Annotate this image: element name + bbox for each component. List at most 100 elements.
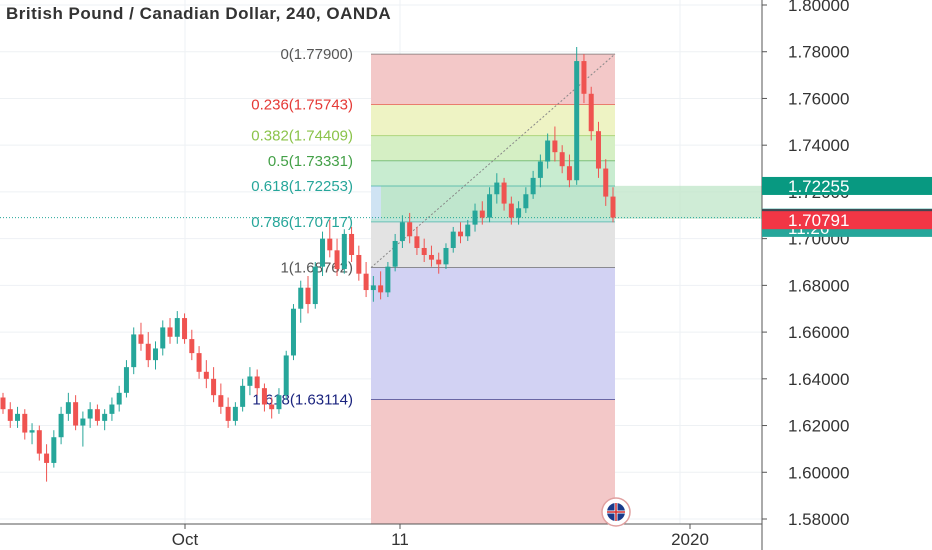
- candle-body: [269, 404, 275, 410]
- candle-body: [109, 404, 115, 414]
- candle-body: [421, 247, 427, 255]
- fib-level-label: 0.618(1.72253): [251, 178, 353, 195]
- candle-body: [73, 402, 79, 426]
- candle-body: [363, 273, 369, 291]
- candle-body: [530, 177, 536, 195]
- candle-body: [58, 413, 64, 438]
- price-tick-label: 1.80000: [788, 0, 849, 15]
- candle-body: [327, 238, 333, 251]
- candle-body: [65, 402, 71, 414]
- candle-body: [167, 327, 173, 337]
- candle-body: [102, 413, 108, 421]
- fib-level-label: 0(1.77900): [280, 46, 353, 63]
- candle-body: [232, 406, 238, 421]
- candle-body: [305, 287, 311, 305]
- candle-body: [196, 353, 202, 372]
- candle-body: [174, 318, 180, 337]
- candle-body: [203, 371, 209, 379]
- candle-body: [443, 247, 449, 265]
- candle-body: [559, 152, 565, 167]
- candle-body: [545, 140, 551, 162]
- candle-body: [399, 222, 405, 241]
- candle-body: [29, 430, 35, 433]
- candle-body: [218, 395, 224, 407]
- candle-body: [494, 182, 500, 195]
- candle-body: [153, 348, 158, 361]
- price-tick-label: 1.62000: [788, 417, 849, 436]
- candle-body: [603, 168, 609, 197]
- candle-body: [552, 140, 558, 153]
- candle-body: [610, 196, 616, 218]
- candle-body: [283, 355, 289, 396]
- candle-body: [574, 61, 580, 181]
- flag-icon: [601, 497, 631, 527]
- candle-body: [123, 367, 129, 393]
- candles: [0, 47, 616, 482]
- fib-level-label: 0.786(1.70717): [251, 214, 353, 231]
- candle-body: [189, 339, 195, 354]
- candle-body: [385, 266, 391, 293]
- price-tick-label: 1.58000: [788, 510, 849, 529]
- candle-body: [370, 285, 376, 291]
- candle-body: [472, 210, 478, 225]
- candle-body: [298, 287, 304, 309]
- candle-body: [487, 194, 493, 218]
- candle-body: [334, 250, 340, 270]
- candle-body: [356, 254, 362, 274]
- price-axis[interactable]: 1.800001.780001.760001.740001.720001.700…: [761, 0, 932, 550]
- candle-body: [508, 203, 514, 218]
- candle-body: [160, 327, 166, 349]
- candle-body: [501, 182, 507, 204]
- candle-body: [182, 318, 188, 340]
- fib-zone: [371, 267, 615, 400]
- time-tick-label: Oct: [172, 530, 199, 549]
- price-tick-label: 1.64000: [788, 370, 849, 389]
- candle-body: [436, 259, 442, 265]
- candle-body: [145, 343, 151, 361]
- candle-body: [312, 266, 318, 305]
- candle-body: [254, 376, 260, 389]
- price-badge: [762, 176, 932, 195]
- candle-body: [479, 210, 485, 218]
- candle-body: [588, 93, 594, 132]
- candle-body: [261, 388, 267, 405]
- candle-body: [138, 334, 144, 344]
- fib-level-label: 1.618(1.63114): [252, 392, 353, 409]
- fib-level-label: 0.5(1.73331): [268, 153, 353, 170]
- candle-body: [51, 437, 57, 463]
- axis-bg: [762, 0, 932, 550]
- candle-body: [595, 131, 601, 169]
- chart-title: British Pound / Canadian Dollar, 240, OA…: [6, 4, 392, 23]
- candle-body: [392, 240, 398, 267]
- candle-body: [36, 430, 42, 454]
- candle-body: [414, 236, 420, 248]
- price-tick-label: 1.66000: [788, 323, 849, 342]
- candle-body: [131, 334, 137, 368]
- candle-body: [44, 453, 50, 463]
- candle-body: [378, 285, 384, 293]
- candle-body: [581, 61, 587, 94]
- candle-body: [87, 409, 93, 419]
- position-box: [381, 185, 762, 219]
- candle-body: [566, 166, 572, 181]
- candle-body: [225, 406, 231, 421]
- candle-body: [349, 233, 355, 255]
- candle-body: [428, 254, 434, 260]
- candle-body: [7, 409, 13, 421]
- price-tick-label: 1.60000: [788, 463, 849, 482]
- time-tick-label: 11: [391, 530, 409, 549]
- price-tick-label: 1.68000: [788, 276, 849, 295]
- candle-body: [80, 418, 86, 426]
- candle-body: [211, 378, 217, 396]
- time-axis[interactable]: Oct 11 2020: [0, 523, 762, 549]
- price-badge: [762, 211, 932, 230]
- candle-body: [116, 392, 122, 405]
- candle-body: [450, 231, 456, 248]
- time-tick-label: 2020: [671, 530, 709, 549]
- candle-body: [465, 224, 471, 237]
- fib-zone: [371, 399, 615, 524]
- candle-body: [247, 376, 253, 386]
- fib-level-label: 0.382(1.74409): [251, 128, 353, 145]
